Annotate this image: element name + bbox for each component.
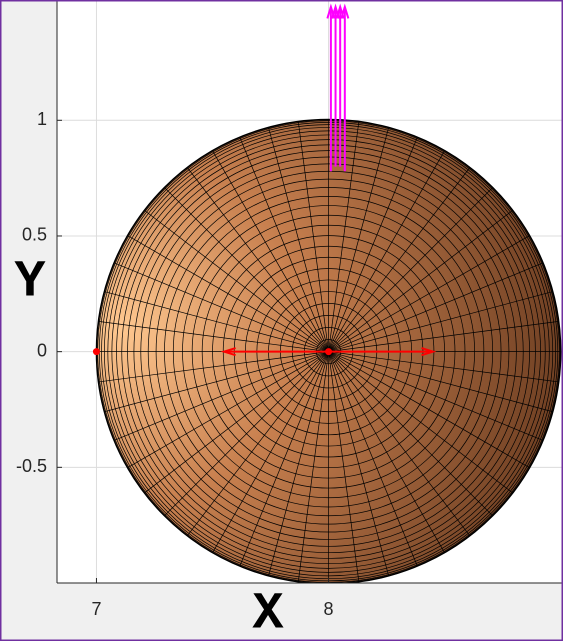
mesh-meridian <box>164 351 329 517</box>
mesh-meridian <box>104 291 329 352</box>
mesh-meridian <box>127 235 329 352</box>
mesh-meridian <box>212 150 329 352</box>
mesh-meridian <box>186 351 329 537</box>
mesh-meridian <box>104 351 329 413</box>
plot-area <box>57 0 563 583</box>
y-tick-label: 1 <box>37 109 47 129</box>
mesh-meridian <box>297 351 329 582</box>
y-tick-label: 0 <box>37 340 47 360</box>
mesh-meridian <box>328 137 418 352</box>
mesh-meridian <box>113 351 329 441</box>
mesh-meridian <box>164 187 329 352</box>
mesh-meridian <box>144 351 329 494</box>
x-tick-label: 8 <box>324 599 334 619</box>
mesh-meridian <box>328 291 553 352</box>
mesh-meridian <box>328 351 544 441</box>
mesh-meridian <box>328 351 445 553</box>
mesh-meridian <box>328 150 445 352</box>
mesh-meridian <box>297 121 329 352</box>
mesh-meridian <box>127 351 329 469</box>
mesh-meridian <box>328 321 559 352</box>
mesh-meridian <box>328 262 544 352</box>
mesh-meridian <box>98 321 329 352</box>
mesh-meridian <box>328 351 553 413</box>
y-axis-label: Y <box>14 253 46 312</box>
arrow-head <box>340 3 350 19</box>
mesh-meridian <box>98 351 329 383</box>
mesh-meridian <box>328 351 389 576</box>
mesh-meridian <box>268 127 329 352</box>
arrow <box>220 347 329 357</box>
mesh-meridian <box>328 210 513 352</box>
x-tick-label: 7 <box>91 599 101 619</box>
x-axis-label: X <box>252 585 284 641</box>
mesh-meridian <box>328 351 513 494</box>
point <box>92 348 100 356</box>
mesh-meridian <box>328 167 471 352</box>
mesh-meridian <box>328 127 389 352</box>
arrow-head <box>220 347 236 357</box>
y-tick-label: -0.5 <box>16 456 47 476</box>
mesh-meridian <box>239 351 329 567</box>
mesh-meridian <box>268 351 329 576</box>
mesh-meridian <box>212 351 329 553</box>
mesh-meridian <box>144 210 329 352</box>
mesh-meridian <box>239 137 329 352</box>
y-tick-label: 0.5 <box>22 225 47 245</box>
mesh-meridian <box>328 235 530 352</box>
arrow <box>340 3 350 172</box>
mesh-meridian <box>328 351 493 517</box>
arrow-head <box>421 347 437 357</box>
mesh-meridian <box>113 262 329 352</box>
mesh-meridian <box>328 351 360 582</box>
mesh-meridian <box>328 351 418 567</box>
mesh-meridian <box>328 351 471 537</box>
point <box>325 348 333 356</box>
mesh-meridian <box>328 351 559 383</box>
mesh-meridian <box>328 187 493 352</box>
mesh-meridian <box>328 121 360 352</box>
mesh-meridian <box>328 351 530 469</box>
arrow <box>328 347 437 357</box>
mesh-meridian <box>186 167 329 352</box>
